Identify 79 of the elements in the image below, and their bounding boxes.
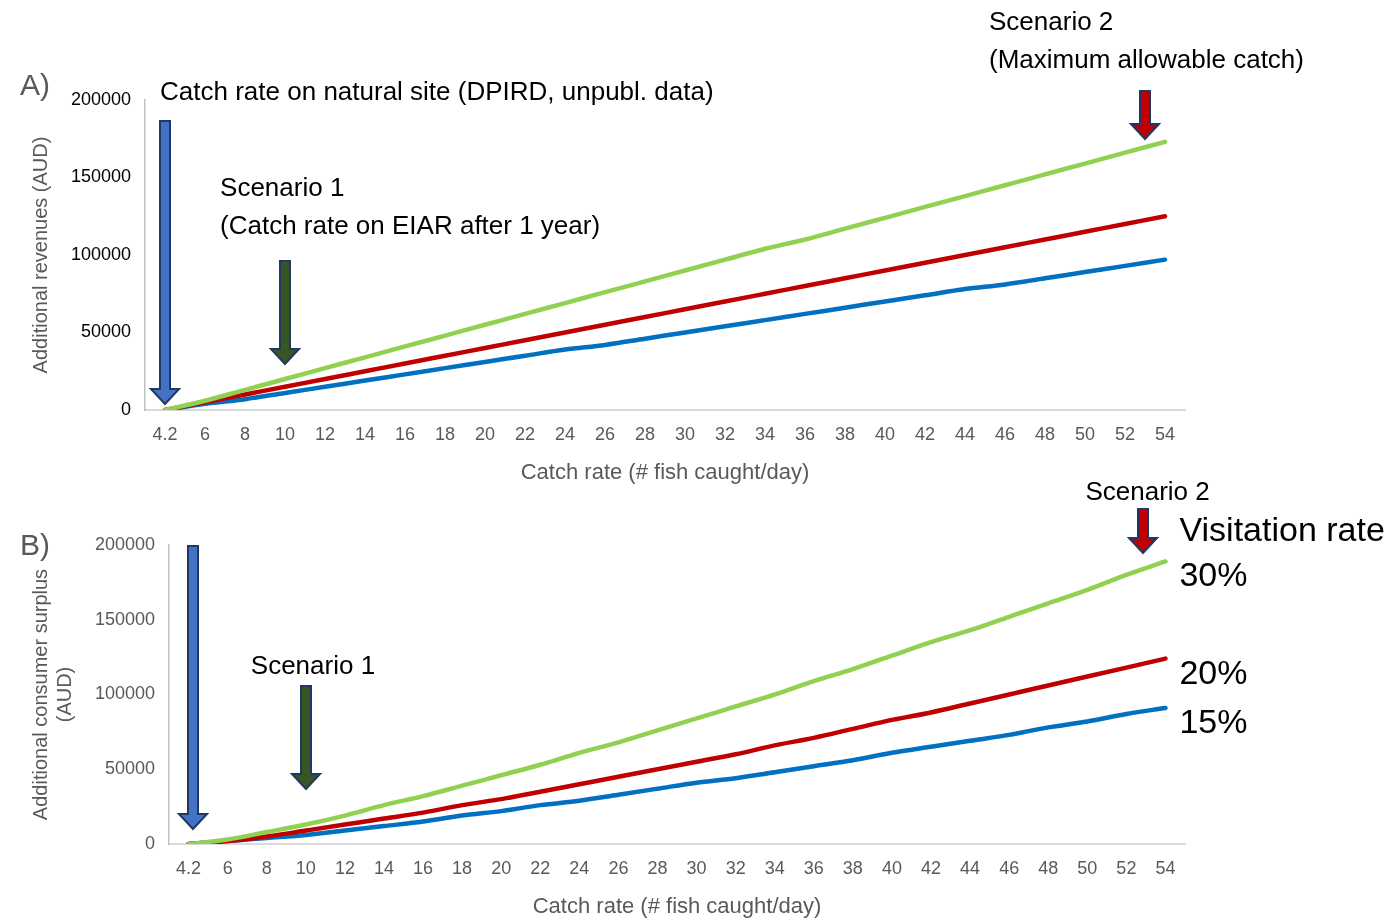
x-tick-label: 38 xyxy=(835,423,856,444)
x-tick-label: 14 xyxy=(373,857,394,878)
series-label: 20% xyxy=(1179,652,1248,691)
x-tick-label: 18 xyxy=(452,857,473,878)
annotation: Scenario 1 xyxy=(250,649,376,682)
x-tick-label: 54 xyxy=(1154,423,1176,444)
y-axis-title: Additional revenues (AUD) xyxy=(28,136,51,374)
series-label: 30% xyxy=(1179,555,1248,594)
y-tick-label: 200000 xyxy=(70,88,132,109)
chart-title: A) xyxy=(20,68,50,102)
x-tick-label: 50 xyxy=(1077,857,1098,878)
x-tick-label: 10 xyxy=(295,857,316,878)
x-tick-label: 4.2 xyxy=(152,423,178,444)
x-tick-label: 4.2 xyxy=(176,857,202,878)
x-tick-label: 8 xyxy=(261,857,272,878)
y-tick-label: 100000 xyxy=(94,683,156,704)
x-tick-label: 50 xyxy=(1074,423,1096,444)
x-tick-label: 20 xyxy=(475,423,496,444)
text: Scenario 2 (Maximum allowable catch) xyxy=(989,5,1304,76)
x-tick-label: 54 xyxy=(1155,857,1176,878)
x-tick-label: 44 xyxy=(955,423,976,444)
y-tick-label: 100000 xyxy=(70,243,132,264)
x-tick-label: 42 xyxy=(915,423,936,444)
x-tick-label: 12 xyxy=(315,423,336,444)
text: Scenario 2 xyxy=(1085,475,1210,508)
x-tick-label: 32 xyxy=(725,857,746,878)
y-tick-label: 150000 xyxy=(94,608,156,629)
legend-title: Visitation rate xyxy=(1179,510,1385,549)
x-axis-title: Catch rate (# fish caught/day) xyxy=(520,458,810,484)
x-tick-label: 40 xyxy=(875,423,896,444)
x-tick-label: 46 xyxy=(999,857,1020,878)
x-axis-title: Catch rate (# fish caught/day) xyxy=(532,892,822,918)
x-tick-label: 12 xyxy=(334,857,355,878)
x-tick-label: 48 xyxy=(1038,857,1059,878)
y-tick-label: 200000 xyxy=(94,533,156,554)
x-tick-label: 26 xyxy=(595,423,616,444)
x-tick-label: 10 xyxy=(275,423,296,444)
y-axis-title: Additional consumer surplus (AUD) xyxy=(28,568,75,821)
x-tick-label: 22 xyxy=(515,423,536,444)
x-tick-label: 26 xyxy=(608,857,629,878)
x-tick-label: 36 xyxy=(803,857,824,878)
x-tick-label: 20 xyxy=(491,857,512,878)
y-tick-label: 150000 xyxy=(70,166,132,187)
x-tick-label: 22 xyxy=(530,857,551,878)
x-tick-label: 16 xyxy=(395,423,416,444)
x-tick-label: 48 xyxy=(1034,423,1056,444)
x-tick-label: 8 xyxy=(240,423,251,444)
y-tick-label: 0 xyxy=(121,398,132,419)
x-tick-label: 14 xyxy=(355,423,376,444)
x-tick-label: 28 xyxy=(647,857,668,878)
x-tick-label: 52 xyxy=(1114,423,1136,444)
x-tick-label: 32 xyxy=(715,423,736,444)
x-tick-label: 30 xyxy=(686,857,707,878)
x-tick-label: 44 xyxy=(960,857,981,878)
x-tick-label: 34 xyxy=(764,857,785,878)
chart-title: B) xyxy=(20,528,50,562)
y-tick-label: 50000 xyxy=(81,321,132,342)
x-tick-label: 34 xyxy=(755,423,776,444)
x-tick-label: 30 xyxy=(675,423,696,444)
x-tick-label: 24 xyxy=(569,857,590,878)
x-tick-label: 24 xyxy=(555,423,576,444)
x-tick-label: 16 xyxy=(413,857,434,878)
annotation: Catch rate on natural site (DPIRD, unpubl. data) xyxy=(160,75,714,108)
x-tick-label: 6 xyxy=(222,857,233,878)
line-series xyxy=(186,559,1168,844)
x-tick-label: 6 xyxy=(200,423,211,444)
x-tick-label: 52 xyxy=(1116,857,1137,878)
x-tick-label: 28 xyxy=(635,423,656,444)
series-label: 15% xyxy=(1179,701,1248,740)
x-tick-label: 18 xyxy=(435,423,456,444)
x-tick-label: 42 xyxy=(921,857,942,878)
y-tick-label: 50000 xyxy=(105,758,156,779)
annotation: Scenario 1 (Catch rate on EIAR after 1 year) xyxy=(220,171,601,242)
line-series xyxy=(162,139,1168,410)
x-tick-label: 38 xyxy=(842,857,863,878)
y-tick-label: 0 xyxy=(145,832,156,853)
x-tick-label: 40 xyxy=(881,857,902,878)
x-tick-label: 46 xyxy=(995,423,1016,444)
x-tick-label: 36 xyxy=(795,423,816,444)
